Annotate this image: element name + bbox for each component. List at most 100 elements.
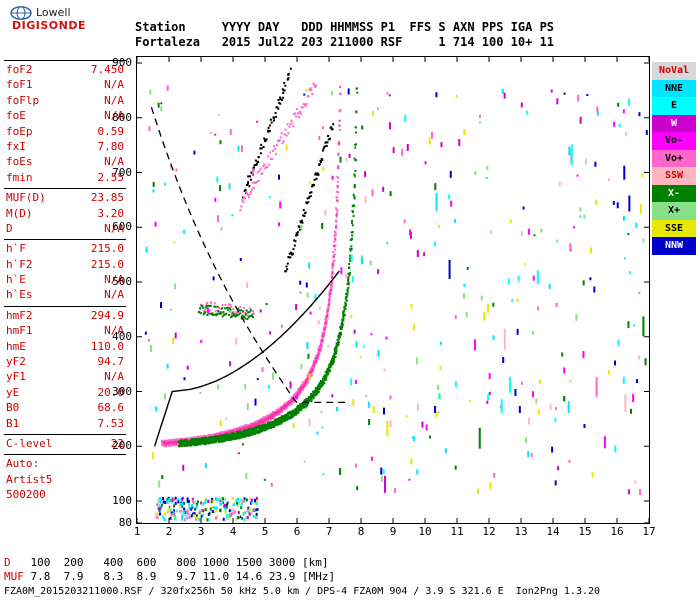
param-value: 215.0 <box>90 257 124 271</box>
param-value: N/A <box>104 221 124 235</box>
param-row: hmF2 294.9 <box>4 309 126 324</box>
param-key: D <box>6 221 13 235</box>
y-tick-500: 500 <box>112 275 132 288</box>
x-tick-2: 2 <box>165 525 173 538</box>
param-row: h`Es N/A <box>4 288 126 303</box>
legend-item-ssw[interactable]: SSW <box>652 167 696 185</box>
x-tick-7: 7 <box>325 525 333 538</box>
param-value: N/A <box>104 370 124 384</box>
auto-value: Artist5 <box>6 472 53 486</box>
x-tick-5: 5 <box>261 525 269 538</box>
legend-item-x-[interactable]: X+ <box>652 202 696 220</box>
param-value: N/A <box>104 78 124 92</box>
param-row: MUF(D) 23.85 <box>4 191 126 206</box>
ionogram-plot[interactable] <box>136 56 650 524</box>
param-row: fxI 7.80 <box>4 140 126 155</box>
legend-item-nne[interactable]: NNE <box>652 79 696 97</box>
param-key: yE <box>6 385 20 399</box>
header-line-2: Fortaleza 2015 Jul22 203 211000 RSF 1 71… <box>135 35 555 49</box>
param-value: 2.55 <box>97 170 125 184</box>
param-key: hmF2 <box>6 308 33 322</box>
param-row: yE 20.0 <box>4 386 126 401</box>
divider <box>4 454 126 456</box>
param-value: 20.0 <box>97 385 125 399</box>
legend-item-x-[interactable]: X- <box>652 184 696 202</box>
x-tick-11: 11 <box>450 525 464 538</box>
param-key: foFlp <box>6 93 40 107</box>
x-tick-16: 16 <box>610 525 624 538</box>
param-value: 3.20 <box>97 206 125 220</box>
y-tick-200: 200 <box>112 439 132 453</box>
x-tick-13: 13 <box>514 525 528 538</box>
param-key: h`E <box>6 273 26 287</box>
param-row: foF1 N/A <box>4 78 126 93</box>
ionogram-canvas[interactable] <box>137 57 649 523</box>
param-key: M(D) <box>6 206 33 220</box>
y-tick-80: 80 <box>118 516 132 529</box>
y-axis-tick-labels: 80 100 200 300 400 500 600 700 800 900 <box>100 50 134 530</box>
param-value: 0.59 <box>97 124 125 138</box>
auto-label: Auto: <box>6 457 40 471</box>
param-key: hmF1 <box>6 324 33 338</box>
param-key: foEp <box>6 124 33 138</box>
header-line-1: Station YYYY DAY DDD HHMMSS P1 FFS S AXN… <box>135 20 555 34</box>
y-tick-600: 600 <box>112 220 132 234</box>
legend-item-e[interactable]: E <box>652 97 696 115</box>
divider <box>4 305 126 307</box>
legend-item-sse[interactable]: SSE <box>652 219 696 237</box>
param-row: foF2 7.450 <box>4 63 126 78</box>
x-axis-tick-labels: 1 2 3 4 5 6 7 8 9 10 11 12 13 14 15 16 17 <box>134 524 656 540</box>
param-value: 23.85 <box>90 191 124 205</box>
param-row: foEs N/A <box>4 155 126 170</box>
param-value: 22 <box>110 436 124 450</box>
param-row: h`F 215.0 <box>4 242 126 257</box>
param-value: 94.7 <box>97 355 125 369</box>
polarization-legend[interactable]: NoVal NNE E W Vo- Vo+ SSW X- X+ SSE NNW <box>652 62 696 255</box>
x-tick-17: 17 <box>642 525 656 538</box>
x-tick-9: 9 <box>389 525 397 538</box>
globe-icon <box>10 6 32 20</box>
param-row: yF1 N/A <box>4 370 126 385</box>
param-key: yF1 <box>6 370 26 384</box>
divider <box>4 60 126 61</box>
legend-item-vo-[interactable]: Vo- <box>652 132 696 150</box>
y-tick-300: 300 <box>112 384 132 398</box>
param-key: fxI <box>6 139 26 153</box>
param-value: N/A <box>104 288 124 302</box>
param-row: B0 68.6 <box>4 401 126 416</box>
y-tick-800: 800 <box>112 110 132 124</box>
param-row: hmE 110.0 <box>4 340 126 355</box>
param-row: M(D) 3.20 <box>4 207 126 222</box>
x-tick-8: 8 <box>357 525 365 538</box>
legend-item-nnw[interactable]: NNW <box>652 237 696 255</box>
footer-filename: FZA0M_2015203211000.RSF / 320fx256h 50 k… <box>4 586 601 597</box>
param-row: h`E N/A <box>4 273 126 288</box>
x-tick-15: 15 <box>578 525 592 538</box>
x-tick-4: 4 <box>229 525 237 538</box>
legend-item-noval[interactable]: NoVal <box>652 62 696 80</box>
param-row: foFlp N/A <box>4 94 126 109</box>
divider <box>4 433 126 435</box>
param-row: B1 7.53 <box>4 417 126 432</box>
legend-item-vo-[interactable]: Vo+ <box>652 149 696 167</box>
param-key: foEs <box>6 155 33 169</box>
x-tick-10: 10 <box>418 525 432 538</box>
param-row: h`F2 215.0 <box>4 258 126 273</box>
param-value: 7.80 <box>97 139 125 153</box>
lowell-digisonde-logo: Lowell DIGISONDE <box>6 6 116 38</box>
y-tick-100: 100 <box>112 494 132 507</box>
param-row: foE N/A <box>4 109 126 124</box>
param-row: yF2 94.7 <box>4 355 126 370</box>
y-tick-900: 900 <box>112 56 132 69</box>
y-tick-700: 700 <box>112 165 132 179</box>
x-tick-14: 14 <box>546 525 560 538</box>
param-value: N/A <box>104 273 124 287</box>
param-value: 294.9 <box>90 308 124 322</box>
x-tick-6: 6 <box>293 525 301 538</box>
y-tick-400: 400 <box>112 329 132 343</box>
param-key: foF1 <box>6 78 33 92</box>
param-key: hmE <box>6 339 26 353</box>
legend-item-w[interactable]: W <box>652 114 696 132</box>
logo-lowell-text: Lowell <box>36 6 71 19</box>
auto-code: 500200 <box>6 488 46 502</box>
